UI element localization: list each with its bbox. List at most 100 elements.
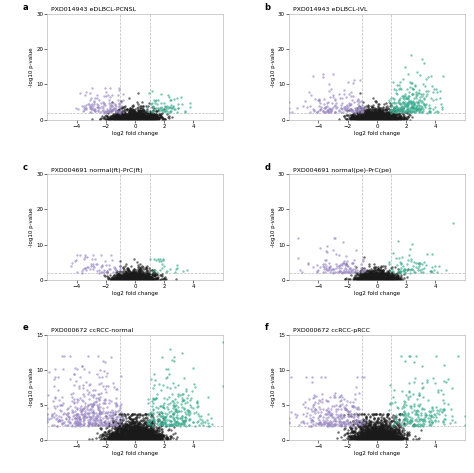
Point <box>376 433 384 441</box>
Point <box>370 114 378 122</box>
Point <box>138 271 146 279</box>
Point <box>139 424 147 431</box>
Point <box>139 115 146 123</box>
Point <box>151 436 158 443</box>
Point <box>163 435 170 442</box>
Point <box>137 272 145 280</box>
Point <box>412 410 419 418</box>
Point <box>140 433 148 440</box>
Point <box>366 105 374 113</box>
Point <box>133 413 140 420</box>
Point <box>128 434 136 441</box>
Point <box>118 411 126 419</box>
Point <box>97 263 105 271</box>
Point <box>88 419 96 427</box>
Point <box>393 276 401 283</box>
Point <box>377 116 385 123</box>
Point <box>380 434 388 441</box>
Point <box>376 434 383 441</box>
Point <box>363 432 370 440</box>
Point <box>104 115 112 123</box>
Point <box>137 111 144 118</box>
Point <box>376 115 383 123</box>
Point <box>395 105 403 112</box>
Point <box>394 404 401 412</box>
Point <box>375 110 383 117</box>
Point <box>113 273 121 280</box>
Point <box>144 112 152 120</box>
Point <box>128 434 135 442</box>
Point <box>150 432 158 439</box>
Point <box>128 115 136 123</box>
Point <box>144 432 151 439</box>
Point <box>381 429 389 436</box>
Point <box>372 114 380 122</box>
Point <box>392 414 399 421</box>
Point <box>141 431 148 438</box>
Point <box>132 110 139 117</box>
Point <box>337 397 344 404</box>
Point <box>131 113 139 120</box>
Point <box>360 432 367 440</box>
Point <box>190 409 198 417</box>
Point <box>378 114 385 122</box>
Point <box>372 114 380 122</box>
Point <box>369 115 377 123</box>
Point <box>165 420 173 428</box>
Point <box>144 114 151 121</box>
Point <box>363 430 370 438</box>
Point <box>343 416 350 423</box>
Point <box>378 113 385 120</box>
Point <box>374 429 381 437</box>
Point <box>367 107 375 114</box>
Point <box>377 275 384 282</box>
Point <box>140 113 148 120</box>
Point <box>360 436 367 444</box>
Point <box>357 112 365 119</box>
Point <box>125 275 132 282</box>
Point <box>377 435 385 442</box>
Point <box>117 435 125 443</box>
Point <box>365 112 373 120</box>
Point <box>372 424 380 432</box>
Point <box>89 393 96 401</box>
Point <box>135 435 142 442</box>
Point <box>112 108 120 116</box>
Point <box>380 273 388 280</box>
Point <box>374 113 382 121</box>
Point <box>112 419 120 426</box>
Point <box>385 406 393 414</box>
Point <box>373 266 381 274</box>
Point <box>136 432 143 440</box>
Point <box>130 432 137 439</box>
Point <box>365 113 373 120</box>
Point <box>122 115 130 123</box>
Point <box>104 108 112 115</box>
Point <box>338 99 346 107</box>
Point <box>158 276 165 283</box>
Point <box>361 273 369 280</box>
Point <box>135 432 142 439</box>
Point <box>360 272 368 280</box>
Point <box>413 410 420 418</box>
Point <box>143 272 151 280</box>
Point <box>369 114 376 122</box>
Point <box>359 428 367 435</box>
Point <box>142 423 149 430</box>
Point <box>371 436 379 443</box>
Point <box>143 273 151 280</box>
Point <box>124 276 132 283</box>
Point <box>147 115 155 123</box>
Point <box>132 435 140 443</box>
Point <box>358 106 365 114</box>
Point <box>163 395 171 403</box>
Point <box>345 99 352 107</box>
Point <box>122 423 130 430</box>
Point <box>135 430 143 438</box>
Point <box>106 432 114 440</box>
Point <box>114 436 122 443</box>
Point <box>364 431 372 438</box>
Point <box>292 411 299 418</box>
Point <box>373 275 380 282</box>
Point <box>155 435 163 443</box>
